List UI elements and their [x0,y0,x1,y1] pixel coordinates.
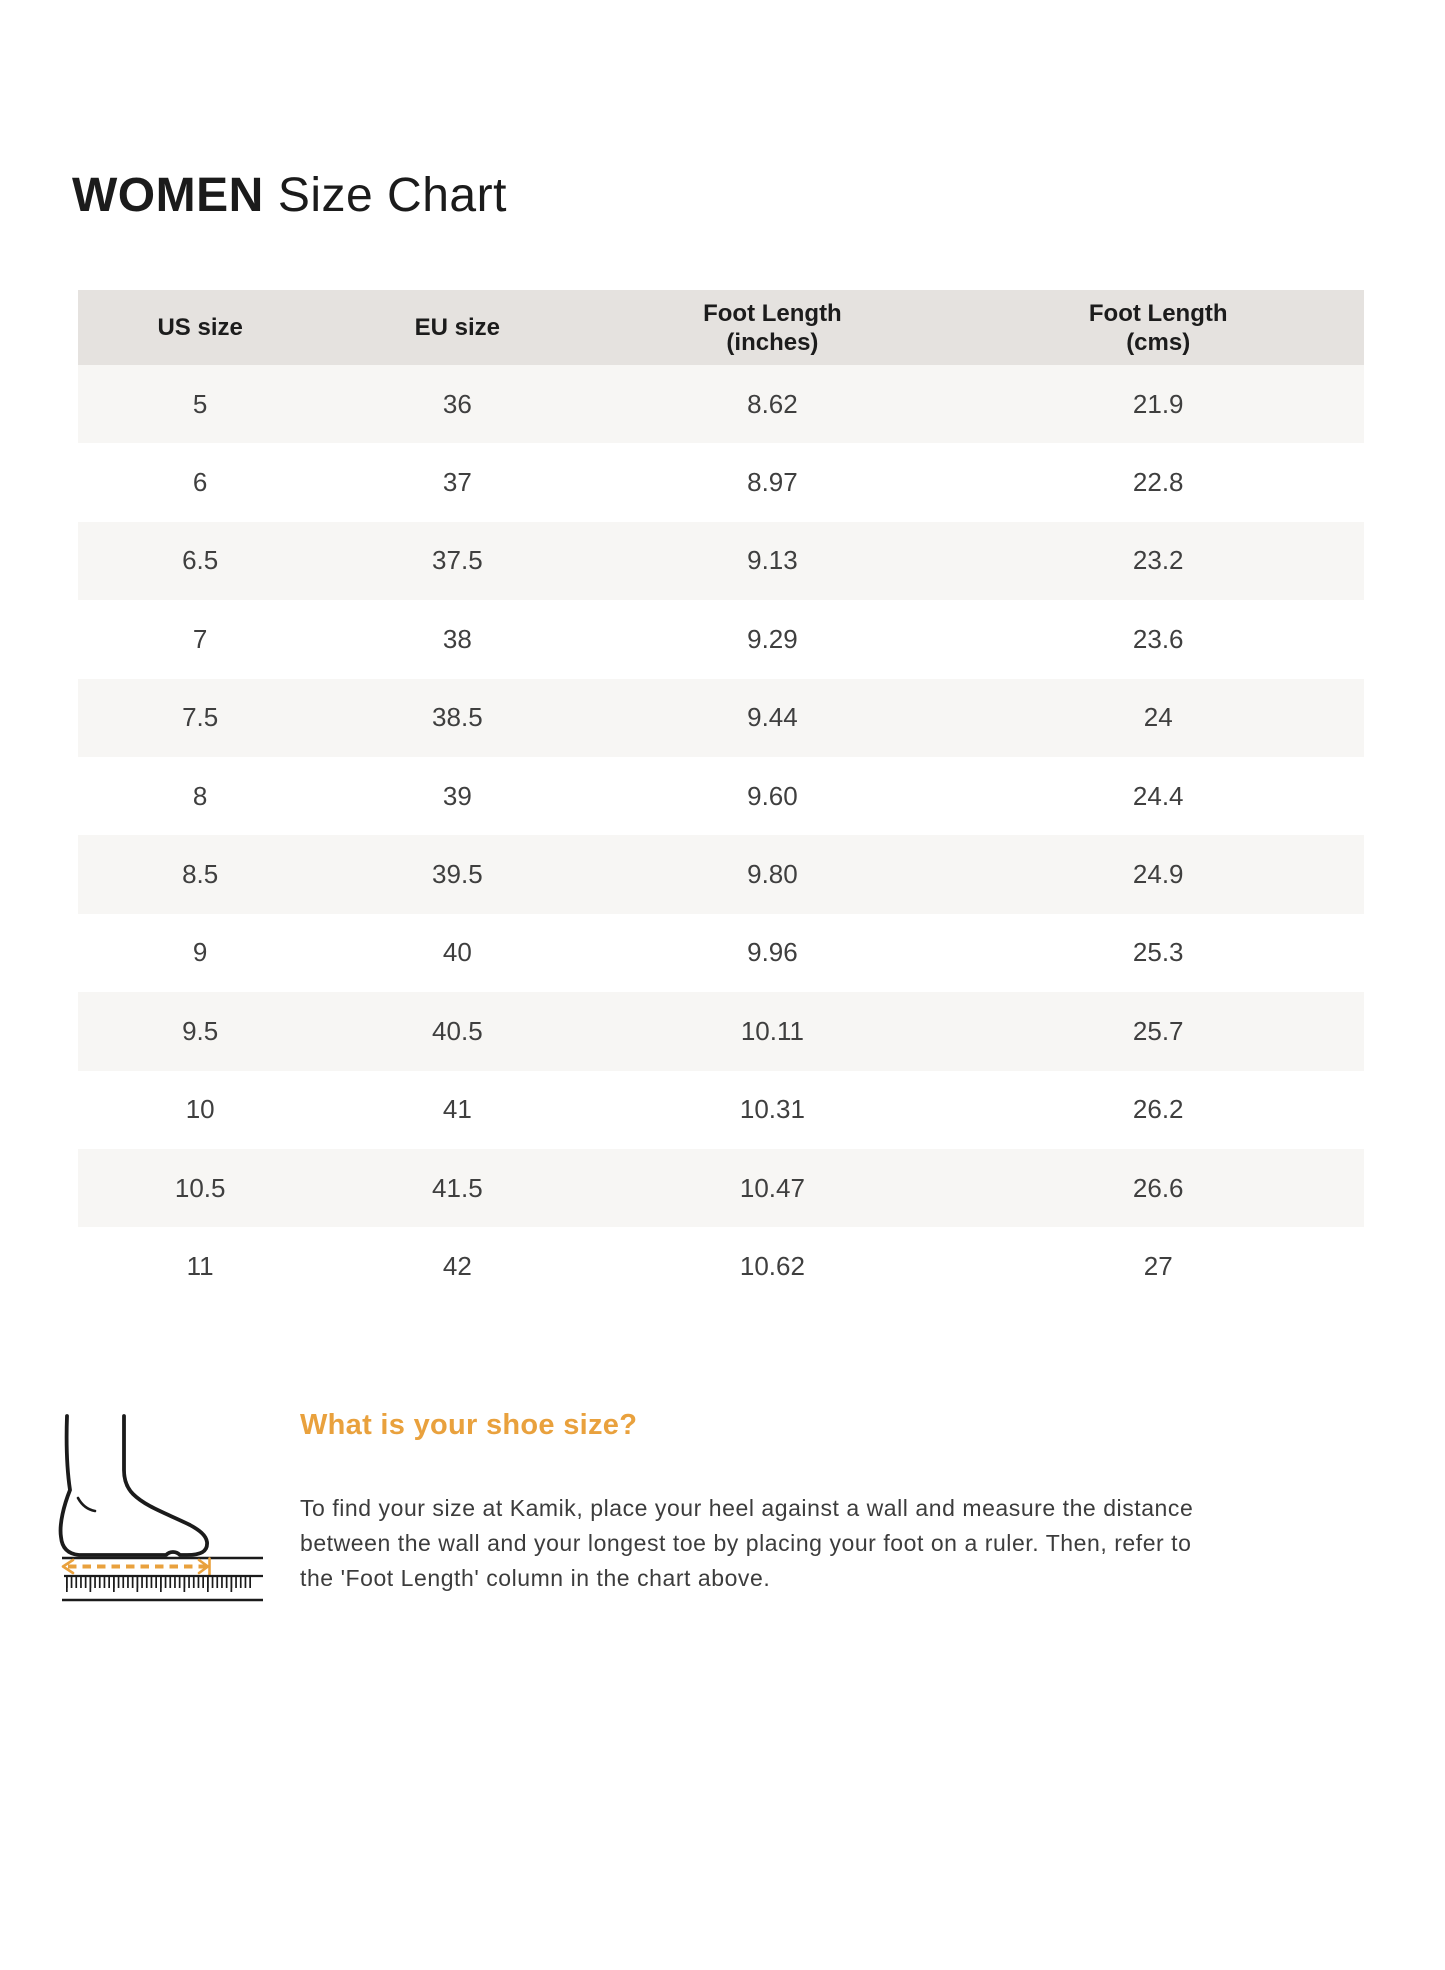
table-cell: 8.97 [747,467,798,498]
table-cell: 37 [442,467,472,498]
table-cell: 41 [442,1094,472,1125]
column-header: US size [157,314,243,341]
table-row: 5 36 8.62 21.9 [78,365,1364,444]
table-cell: 10 [185,1094,215,1125]
info-paragraph-line: the 'Foot Length' column in the chart ab… [300,1565,771,1591]
page-title-regular: Size Chart [277,169,507,223]
ankle-line [76,1496,97,1513]
table-cell: 41.5 [432,1172,483,1203]
info-paragraph-line: To find your size at Kamik, place your h… [300,1495,1194,1521]
table-cell: 9.13 [747,545,798,576]
table-cell: 21.9 [1132,388,1184,419]
info-paragraph-line: between the wall and your longest toe by… [300,1530,1192,1556]
table-cell: 10.47 [739,1172,805,1203]
table-cell: 39 [442,780,472,811]
table-cell: 40 [442,937,472,968]
table-body: 5 36 8.62 21.9 6 37 8.97 22.8 6.5 37.5 9.13 23.2 7 38… [78,365,1364,1306]
page-title-bold: WOMEN [72,169,264,223]
table-cell: 25.7 [1132,1015,1184,1046]
table-cell: 6 [192,467,208,498]
table-row: 8.5 39.5 9.80 24.9 [78,835,1364,914]
table-cell: 5 [192,388,208,419]
table-cell: 9.5 [182,1015,219,1046]
foot-measure-icon [58,1414,263,1602]
table-row: 9.5 40.5 10.11 25.7 [78,992,1364,1071]
table-cell: 9.60 [747,780,798,811]
table-cell: 38 [442,623,472,654]
table-row: 10 41 10.31 26.2 [78,1071,1364,1149]
column-header: EU size [414,314,501,341]
table-cell: 10.31 [739,1094,805,1125]
table-cell: 39.5 [432,859,483,890]
table-cell: 10.5 [174,1172,226,1203]
table-cell: 10.11 [740,1015,804,1046]
table-cell: 9.44 [747,702,798,733]
table-row: 11 42 10.62 27 [78,1227,1364,1305]
table-header-row: US size EU size Foot Length (inches) Foot L… [78,290,1364,365]
table-cell: 9.96 [747,937,798,968]
table-row: 6.5 37.5 9.13 23.2 [78,521,1364,601]
table-cell: 23.6 [1132,623,1184,654]
table-cell: 7.5 [182,702,219,733]
column-header: Foot Length (cms) [1088,299,1228,356]
measure-arrow-right [197,1558,210,1575]
column-header: Foot Length (inches) [703,299,842,356]
table-cell: 7 [192,623,208,654]
table-cell: 38.5 [432,702,483,733]
table-cell: 25.3 [1132,937,1184,968]
table-row: 6 37 8.97 22.8 [78,443,1364,521]
foot-outline [58,1414,209,1557]
table-cell: 26.2 [1132,1094,1184,1125]
table-cell: 9.29 [747,623,798,654]
table-cell: 10.62 [739,1250,805,1281]
table-cell: 8 [192,780,208,811]
table-cell: 23.2 [1132,545,1184,576]
table-row: 7.5 38.5 9.44 24 [78,678,1364,757]
measure-arrow-left [61,1558,75,1575]
table-cell: 24 [1143,702,1173,733]
table-cell: 24.9 [1132,859,1184,890]
table-cell: 8.62 [747,388,798,419]
table-row: 10.5 41.5 10.47 26.6 [78,1148,1364,1228]
table-cell: 42 [442,1250,472,1281]
table-cell: 6.5 [182,545,219,576]
table-cell: 11 [186,1250,214,1281]
table-cell: 24.4 [1132,780,1184,811]
table-cell: 9 [192,937,208,968]
size-table: US size EU size Foot Length (inches) Foot L… [78,290,1364,1306]
table-cell: 27 [1143,1250,1173,1281]
table-cell: 37.5 [432,545,483,576]
table-row: 8 39 9.60 24.4 [78,757,1364,835]
table-cell: 36 [442,388,472,419]
table-cell: 26.6 [1132,1172,1184,1203]
table-row: 7 38 9.29 23.6 [78,600,1364,678]
table-cell: 9.80 [747,859,798,890]
info-heading: What is your shoe size? [300,1409,638,1441]
table-row: 9 40 9.96 25.3 [78,914,1364,992]
table-cell: 8.5 [182,859,219,890]
table-cell: 22.8 [1132,467,1184,498]
table-cell: 40.5 [432,1015,483,1046]
page-title: WOMEN Size Chart [72,170,507,222]
info-paragraph: To find your size at Kamik, place your h… [300,1491,1193,1596]
